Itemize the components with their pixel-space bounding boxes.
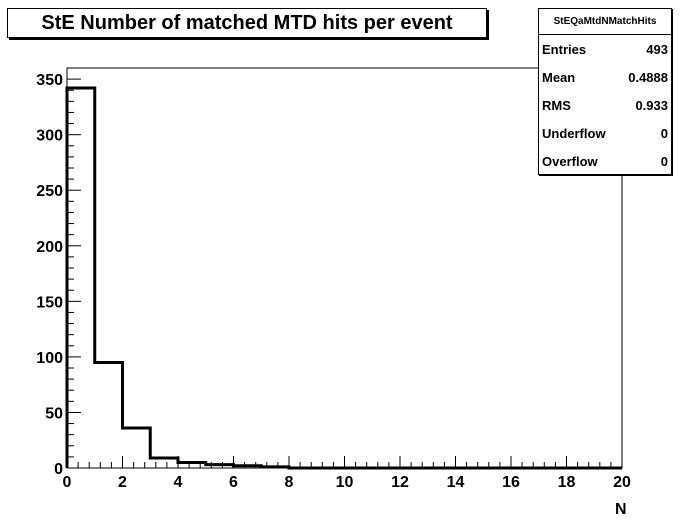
stats-row-mean: Mean 0.4888 [539, 63, 671, 91]
x-tick-label: 12 [391, 474, 409, 491]
x-tick-label: 20 [613, 474, 631, 491]
stats-label: Underflow [542, 125, 606, 141]
y-tick-label: 0 [54, 461, 63, 478]
stats-label: RMS [542, 97, 571, 113]
histogram-bin [123, 428, 151, 468]
stats-label: Mean [542, 69, 576, 85]
stats-value: 0 [660, 125, 668, 141]
y-tick-label: 250 [36, 183, 63, 200]
x-tick-label: 18 [558, 474, 576, 491]
x-tick-label: 14 [447, 474, 465, 491]
stats-value: 0.933 [635, 97, 668, 113]
histogram-bin [67, 88, 95, 468]
stats-row-rms: RMS 0.933 [539, 91, 671, 119]
y-tick-label: 200 [36, 239, 63, 256]
x-tick-label: 2 [118, 474, 127, 491]
x-tick-label: 6 [229, 474, 238, 491]
stats-label: Overflow [542, 153, 598, 169]
chart-title-box: StE Number of matched MTD hits per event [7, 8, 487, 38]
y-tick-label: 300 [36, 128, 63, 145]
chart-title: StE Number of matched MTD hits per event [41, 12, 453, 34]
y-tick-label: 350 [36, 72, 63, 89]
x-axis-label: N [615, 501, 627, 518]
histogram-bins [67, 88, 289, 468]
y-tick-label: 100 [36, 350, 63, 367]
x-tick-label: 0 [63, 474, 72, 491]
stats-row-entries: Entries 493 [539, 35, 671, 63]
y-axis: 0 50 100 150 200 250 300 350 [36, 67, 81, 478]
stats-title: StEQaMtdNMatchHits [539, 9, 671, 35]
stats-label: Entries [542, 41, 587, 57]
stats-row-overflow: Overflow 0 [539, 147, 671, 175]
y-tick-label: 50 [45, 405, 63, 422]
stats-value: 493 [646, 41, 668, 57]
y-tick-label: 150 [36, 294, 63, 311]
x-tick-label: 4 [174, 474, 183, 491]
x-tick-label: 10 [336, 474, 354, 491]
stats-value: 0 [660, 153, 668, 169]
histogram-bin [95, 362, 123, 468]
stats-value: 0.4888 [628, 69, 668, 85]
stats-box: StEQaMtdNMatchHits Entries 493 Mean 0.48… [538, 8, 672, 175]
x-tick-label: 16 [502, 474, 520, 491]
x-axis: 0 2 4 6 8 10 12 14 16 18 20 [63, 456, 631, 491]
histogram-outline [65, 86, 622, 470]
x-tick-label: 8 [285, 474, 294, 491]
stats-row-underflow: Underflow 0 [539, 119, 671, 147]
